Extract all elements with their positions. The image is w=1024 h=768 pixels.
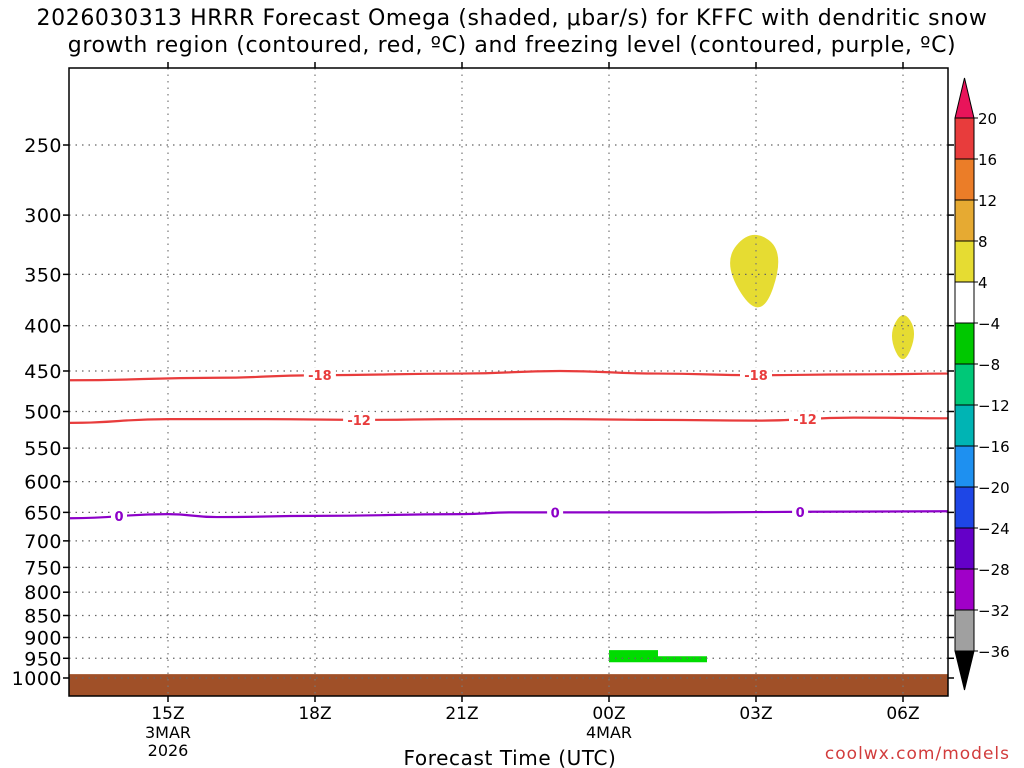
colorbar-label-10: −24 bbox=[978, 520, 1010, 538]
freezing-level-0-label-bg-0 bbox=[111, 508, 127, 525]
y-tick-label-450: 450 bbox=[24, 361, 62, 383]
dendritic-minus12-label-bg-1 bbox=[789, 411, 821, 428]
dendritic-minus18-label-bg-1 bbox=[740, 367, 772, 384]
y-tick-label-650: 650 bbox=[24, 502, 62, 524]
plot-area: -18 -18 -12 -12 0 0 0 bbox=[69, 68, 948, 696]
colorbar-label-5: −4 bbox=[978, 315, 1000, 333]
colorbar-box-5 bbox=[954, 281, 975, 324]
y-tick-label-300: 300 bbox=[24, 205, 62, 227]
omega-green bbox=[609, 650, 707, 663]
x-tick-label-00Z: 00Z bbox=[592, 704, 625, 724]
dendritic-minus12-label-0: -12 bbox=[347, 414, 371, 429]
colorbar-bottom-arrow bbox=[954, 650, 975, 691]
y-tick-label-550: 550 bbox=[24, 438, 62, 460]
dendritic-minus18-label-0: -18 bbox=[308, 369, 332, 384]
y-tick-label-800: 800 bbox=[24, 582, 62, 604]
y-tick-label-950: 950 bbox=[24, 648, 62, 670]
dendritic-minus12-label-bg-0 bbox=[343, 411, 376, 428]
ground-terrain bbox=[69, 674, 948, 696]
colorbar-box-6 bbox=[954, 322, 975, 365]
freezing-level-0-label-2: 0 bbox=[796, 506, 805, 521]
colorbar-box-13 bbox=[954, 609, 975, 652]
freezing-level-0-contour bbox=[69, 510, 948, 520]
x-axis-label: Forecast Time (UTC) bbox=[404, 746, 617, 768]
colorbar-box-3 bbox=[954, 199, 975, 242]
colorbar-box-10 bbox=[954, 486, 975, 529]
colorbar-label-1: 16 bbox=[978, 151, 997, 169]
y-tick-label-500: 500 bbox=[24, 402, 62, 424]
freezing-level-0-label-bg-2 bbox=[792, 503, 809, 520]
freezing-level-0-label-bg-1 bbox=[547, 504, 564, 521]
y-tick-label-900: 900 bbox=[24, 627, 62, 649]
dendritic-minus12-label-1: -12 bbox=[793, 413, 817, 428]
x-tick-label-06Z: 06Z bbox=[886, 704, 919, 724]
y-tick-label-700: 700 bbox=[24, 531, 62, 553]
y-tick-label-1000: 1000 bbox=[12, 668, 62, 690]
colorbar-label-7: −12 bbox=[978, 397, 1010, 415]
colorbar-label-9: −20 bbox=[978, 479, 1010, 497]
x-tick-date-15Z: 3MAR bbox=[145, 723, 191, 742]
chart-title-line-1: 2026030313 HRRR Forecast Omega (shaded, … bbox=[36, 6, 988, 31]
colorbar-label-0: 20 bbox=[978, 110, 997, 128]
colorbar-box-11 bbox=[954, 527, 975, 570]
colorbar-box-8 bbox=[954, 404, 975, 447]
dendritic-minus18-label-1: -18 bbox=[744, 369, 768, 384]
colorbar-label-3: 8 bbox=[978, 233, 988, 251]
colorbar-label-12: −32 bbox=[978, 602, 1010, 620]
colorbar-label-8: −16 bbox=[978, 438, 1010, 456]
dendritic-minus18-contour bbox=[69, 369, 948, 382]
omega-yellow-upper bbox=[730, 234, 779, 308]
credit-text[interactable]: coolwx.com/models bbox=[824, 744, 1010, 764]
colorbar: 20 16 12 8 4 −4 −8 −12 −16 −20 −24 −28 −32 −36 bbox=[954, 77, 1010, 691]
colorbar-label-11: −28 bbox=[978, 561, 1010, 579]
freezing-level-0-label-1: 0 bbox=[551, 506, 560, 521]
chart-title-line-2: growth region (contoured, red, ºC) and f… bbox=[67, 33, 957, 58]
y-tick-label-850: 850 bbox=[24, 606, 62, 628]
x-tick-label-03Z: 03Z bbox=[739, 704, 772, 724]
x-tick-label-15Z: 15Z bbox=[151, 704, 184, 724]
y-tick-label-350: 350 bbox=[24, 264, 62, 286]
dendritic-minus18-label-bg-0 bbox=[303, 367, 336, 384]
colorbar-label-4: 4 bbox=[978, 274, 988, 292]
x-tick-label-21Z: 21Z bbox=[445, 704, 478, 724]
colorbar-box-7 bbox=[954, 363, 975, 406]
colorbar-label-2: 12 bbox=[978, 192, 997, 210]
dendritic-minus12-contour bbox=[69, 416, 948, 424]
y-tick-label-400: 400 bbox=[24, 316, 62, 338]
colorbar-box-9 bbox=[954, 445, 975, 488]
colorbar-label-6: −8 bbox=[978, 356, 1000, 374]
freezing-level-0-label-0: 0 bbox=[114, 510, 123, 525]
axes: 2503003504004505005506006507007508008509… bbox=[12, 62, 954, 768]
colorbar-box-12 bbox=[954, 568, 975, 611]
colorbar-top-arrow bbox=[954, 77, 975, 119]
y-tick-label-600: 600 bbox=[24, 472, 62, 494]
x-tick-year-15Z: 2026 bbox=[148, 741, 189, 760]
plot-frame bbox=[68, 67, 949, 697]
x-tick-label-18Z: 18Z bbox=[298, 704, 331, 724]
colorbar-box-4 bbox=[954, 240, 975, 283]
y-tick-label-250: 250 bbox=[24, 135, 62, 157]
y-tick-label-750: 750 bbox=[24, 557, 62, 579]
x-tick-date-00Z: 4MAR bbox=[586, 723, 632, 742]
colorbar-box-2 bbox=[954, 158, 975, 201]
colorbar-box-1 bbox=[954, 117, 975, 160]
colorbar-label-13: −36 bbox=[978, 643, 1010, 661]
